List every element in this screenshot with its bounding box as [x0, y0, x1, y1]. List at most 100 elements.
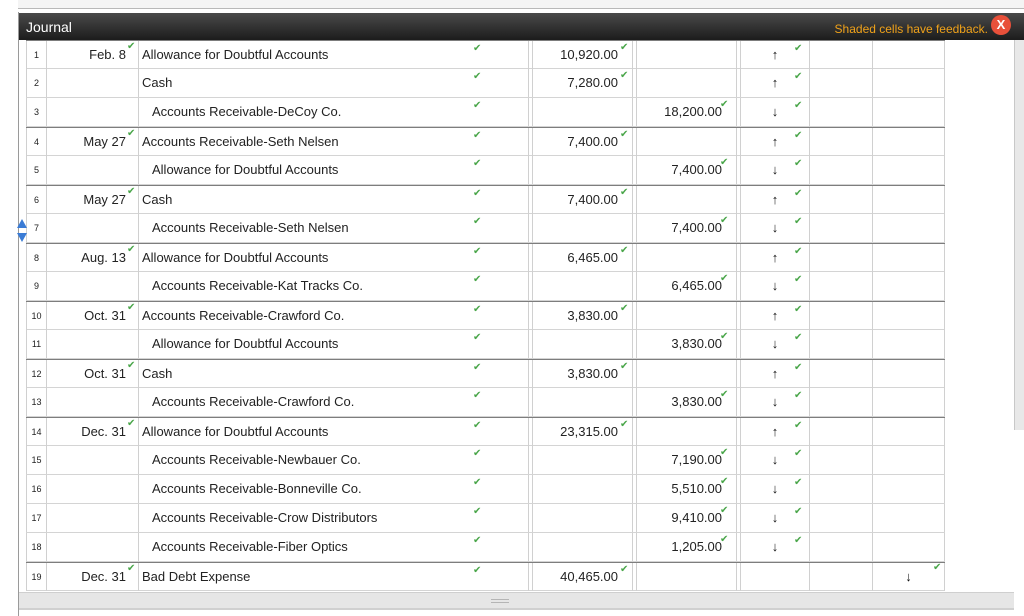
direction-cell[interactable]: ↑	[741, 244, 810, 272]
side-scrollbar[interactable]	[1014, 40, 1024, 430]
direction-cell[interactable]: ↑	[741, 418, 810, 446]
date-cell[interactable]	[48, 272, 139, 300]
direction-cell-extra[interactable]	[873, 418, 945, 446]
direction-cell-extra[interactable]	[873, 244, 945, 272]
credit-cell[interactable]: 9,410.00	[637, 504, 737, 532]
direction-cell[interactable]: ↓	[741, 156, 810, 184]
date-cell[interactable]: Dec. 31	[48, 563, 139, 591]
debit-cell[interactable]	[533, 98, 633, 126]
account-cell[interactable]: Allowance for Doubtful Accounts ✔	[139, 330, 529, 358]
direction-cell[interactable]	[741, 563, 810, 591]
credit-cell[interactable]	[637, 360, 737, 388]
credit-cell[interactable]	[637, 69, 737, 97]
debit-cell[interactable]: 7,400.00	[533, 128, 633, 156]
direction-cell-extra[interactable]	[873, 360, 945, 388]
direction-cell-extra[interactable]	[873, 302, 945, 330]
direction-cell[interactable]: ↓	[741, 272, 810, 300]
debit-cell[interactable]: 23,315.00	[533, 418, 633, 446]
direction-cell[interactable]: ↓	[741, 475, 810, 503]
account-cell[interactable]: Accounts Receivable-Fiber Optics ✔	[139, 533, 529, 561]
direction-cell-extra[interactable]	[873, 388, 945, 416]
account-cell[interactable]: Allowance for Doubtful Accounts ✔	[139, 244, 529, 272]
credit-cell[interactable]: 3,830.00	[637, 388, 737, 416]
account-cell[interactable]: Accounts Receivable-Bonneville Co. ✔	[139, 475, 529, 503]
account-cell[interactable]: Cash ✔	[139, 360, 529, 388]
direction-cell[interactable]: ↓	[741, 214, 810, 242]
credit-cell[interactable]	[637, 302, 737, 330]
account-cell[interactable]: Accounts Receivable-Crawford Co. ✔	[139, 302, 529, 330]
credit-cell[interactable]: 1,205.00	[637, 533, 737, 561]
debit-cell[interactable]	[533, 214, 633, 242]
account-cell[interactable]: Accounts Receivable-Crow Distributors ✔	[139, 504, 529, 532]
direction-cell-extra[interactable]	[873, 156, 945, 184]
date-cell[interactable]	[48, 214, 139, 242]
date-cell[interactable]	[48, 69, 139, 97]
direction-cell[interactable]: ↓	[741, 388, 810, 416]
debit-cell[interactable]	[533, 475, 633, 503]
credit-cell[interactable]: 7,400.00	[637, 214, 737, 242]
direction-cell[interactable]: ↑	[741, 69, 810, 97]
account-cell[interactable]: Accounts Receivable-Newbauer Co. ✔	[139, 446, 529, 474]
direction-cell-extra[interactable]	[873, 475, 945, 503]
account-cell[interactable]: Accounts Receivable-DeCoy Co. ✔	[139, 98, 529, 126]
direction-cell[interactable]: ↑	[741, 186, 810, 214]
direction-cell-extra[interactable]	[873, 186, 945, 214]
date-cell[interactable]	[48, 388, 139, 416]
row-scroll-icon[interactable]	[16, 217, 28, 245]
account-cell[interactable]: Accounts Receivable-Crawford Co. ✔	[139, 388, 529, 416]
date-cell[interactable]: Oct. 31	[48, 302, 139, 330]
credit-cell[interactable]	[637, 186, 737, 214]
direction-cell-extra[interactable]	[873, 214, 945, 242]
credit-cell[interactable]	[637, 128, 737, 156]
account-cell[interactable]: Allowance for Doubtful Accounts ✔	[139, 418, 529, 446]
direction-cell[interactable]: ↓	[741, 533, 810, 561]
direction-cell[interactable]: ↑	[741, 41, 810, 69]
date-cell[interactable]	[48, 156, 139, 184]
date-cell[interactable]	[48, 504, 139, 532]
debit-cell[interactable]	[533, 504, 633, 532]
account-cell[interactable]: Allowance for Doubtful Accounts ✔	[139, 41, 529, 69]
direction-cell-extra[interactable]	[873, 128, 945, 156]
date-cell[interactable]: May 27	[48, 128, 139, 156]
direction-cell[interactable]: ↑	[741, 128, 810, 156]
debit-cell[interactable]: 40,465.00	[533, 563, 633, 591]
direction-cell-extra[interactable]	[873, 69, 945, 97]
direction-cell-extra[interactable]	[873, 446, 945, 474]
date-cell[interactable]: Oct. 31	[48, 360, 139, 388]
close-icon[interactable]: X	[991, 15, 1011, 35]
date-cell[interactable]	[48, 98, 139, 126]
direction-cell[interactable]: ↑	[741, 360, 810, 388]
direction-cell-extra[interactable]	[873, 41, 945, 69]
account-cell[interactable]: Accounts Receivable-Seth Nelsen ✔	[139, 214, 529, 242]
debit-cell[interactable]	[533, 388, 633, 416]
debit-cell[interactable]	[533, 272, 633, 300]
direction-cell-extra[interactable]	[873, 272, 945, 300]
direction-cell-extra[interactable]	[873, 330, 945, 358]
account-cell[interactable]: Accounts Receivable-Kat Tracks Co. ✔	[139, 272, 529, 300]
debit-cell[interactable]: 3,830.00	[533, 360, 633, 388]
direction-cell[interactable]: ↓	[741, 504, 810, 532]
direction-cell[interactable]: ↓	[741, 330, 810, 358]
date-cell[interactable]	[48, 330, 139, 358]
direction-cell[interactable]: ↓	[741, 446, 810, 474]
debit-cell[interactable]: 7,280.00	[533, 69, 633, 97]
credit-cell[interactable]	[637, 41, 737, 69]
debit-cell[interactable]: 10,920.00	[533, 41, 633, 69]
debit-cell[interactable]	[533, 330, 633, 358]
credit-cell[interactable]: 6,465.00	[637, 272, 737, 300]
debit-cell[interactable]	[533, 533, 633, 561]
date-cell[interactable]	[48, 446, 139, 474]
account-cell[interactable]: Bad Debt Expense ✔	[139, 563, 529, 591]
credit-cell[interactable]	[637, 418, 737, 446]
direction-cell-extra[interactable]: ↓	[873, 563, 945, 591]
credit-cell[interactable]: 3,830.00	[637, 330, 737, 358]
debit-cell[interactable]: 7,400.00	[533, 186, 633, 214]
debit-cell[interactable]	[533, 156, 633, 184]
credit-cell[interactable]: 18,200.00	[637, 98, 737, 126]
account-cell[interactable]: Cash ✔	[139, 69, 529, 97]
credit-cell[interactable]: 5,510.00	[637, 475, 737, 503]
account-cell[interactable]: Cash ✔	[139, 186, 529, 214]
direction-cell[interactable]: ↓	[741, 98, 810, 126]
direction-cell-extra[interactable]	[873, 98, 945, 126]
resize-handle-bar[interactable]	[19, 592, 1014, 609]
